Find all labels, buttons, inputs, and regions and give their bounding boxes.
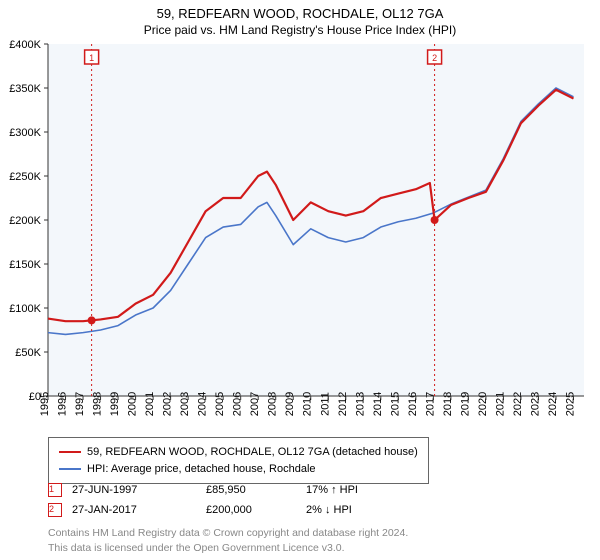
x-axis-label: 2010 bbox=[302, 392, 314, 416]
x-axis-label: 1997 bbox=[74, 392, 86, 416]
legend-box: 59, REDFEARN WOOD, ROCHDALE, OL12 7GA (d… bbox=[48, 437, 429, 484]
legend-item: 59, REDFEARN WOOD, ROCHDALE, OL12 7GA (d… bbox=[59, 444, 418, 461]
x-axis-label: 2003 bbox=[179, 392, 191, 416]
legend-swatch bbox=[59, 468, 81, 470]
footer-line1: Contains HM Land Registry data © Crown c… bbox=[48, 526, 408, 541]
x-axis-label: 2002 bbox=[162, 392, 174, 416]
x-axis-label: 2013 bbox=[354, 392, 366, 416]
x-axis-label: 2009 bbox=[284, 392, 296, 416]
x-axis-label: 2001 bbox=[144, 392, 156, 416]
y-axis-label: £100K bbox=[9, 303, 41, 315]
x-axis-label: 2023 bbox=[529, 392, 541, 416]
x-axis-label: 2019 bbox=[459, 392, 471, 416]
legend-item: HPI: Average price, detached house, Roch… bbox=[59, 461, 418, 478]
x-axis-label: 2000 bbox=[127, 392, 139, 416]
footer-attribution: Contains HM Land Registry data © Crown c… bbox=[48, 526, 408, 555]
marker-label: 1 bbox=[89, 53, 94, 63]
x-axis-label: 2014 bbox=[372, 392, 384, 416]
x-axis-label: 1999 bbox=[109, 392, 121, 416]
y-axis-label: £150K bbox=[9, 259, 41, 271]
x-axis-label: 2006 bbox=[232, 392, 244, 416]
y-axis-label: £200K bbox=[9, 215, 41, 227]
x-axis-label: 2016 bbox=[407, 392, 419, 416]
x-axis-label: 2008 bbox=[267, 392, 279, 416]
legend-label: 59, REDFEARN WOOD, ROCHDALE, OL12 7GA (d… bbox=[87, 444, 418, 461]
x-axis-label: 1998 bbox=[92, 392, 104, 416]
x-axis-label: 2015 bbox=[389, 392, 401, 416]
transaction-date: 27-JUN-1997 bbox=[72, 484, 206, 496]
x-axis-label: 2004 bbox=[197, 392, 209, 416]
x-axis-label: 2022 bbox=[512, 392, 524, 416]
transaction-marker: 1 bbox=[48, 483, 62, 497]
transaction-row: 1 27-JUN-1997£85,95017% ↑ HPI bbox=[48, 483, 396, 497]
y-axis-label: £50K bbox=[15, 347, 41, 359]
legend-label: HPI: Average price, detached house, Roch… bbox=[87, 461, 316, 478]
transaction-delta: 17% ↑ HPI bbox=[306, 484, 396, 496]
transaction-date: 27-JAN-2017 bbox=[72, 504, 206, 516]
legend-swatch bbox=[59, 451, 81, 453]
transaction-price: £85,950 bbox=[206, 484, 306, 496]
x-axis-label: 2025 bbox=[564, 392, 576, 416]
transaction-delta: 2% ↓ HPI bbox=[306, 504, 396, 516]
transaction-marker: 2 bbox=[48, 503, 62, 517]
y-axis-label: £350K bbox=[9, 83, 41, 95]
footer-line2: This data is licensed under the Open Gov… bbox=[48, 541, 408, 556]
x-axis-label: 2020 bbox=[477, 392, 489, 416]
transaction-price: £200,000 bbox=[206, 504, 306, 516]
x-axis-label: 2018 bbox=[442, 392, 454, 416]
price-chart: £0£50K£100K£150K£200K£250K£300K£350K£400… bbox=[0, 0, 600, 432]
x-axis-label: 2024 bbox=[547, 392, 559, 416]
x-axis-label: 1996 bbox=[57, 392, 69, 416]
x-axis-label: 2012 bbox=[337, 392, 349, 416]
y-axis-label: £400K bbox=[9, 39, 41, 51]
y-axis-label: £250K bbox=[9, 171, 41, 183]
x-axis-label: 2021 bbox=[494, 392, 506, 416]
transaction-row: 2 27-JAN-2017£200,0002% ↓ HPI bbox=[48, 503, 396, 517]
x-axis-label: 2005 bbox=[214, 392, 226, 416]
x-axis-label: 2007 bbox=[249, 392, 261, 416]
y-axis-label: £300K bbox=[9, 127, 41, 139]
x-axis-label: 1995 bbox=[39, 392, 51, 416]
marker-label: 2 bbox=[432, 53, 437, 63]
